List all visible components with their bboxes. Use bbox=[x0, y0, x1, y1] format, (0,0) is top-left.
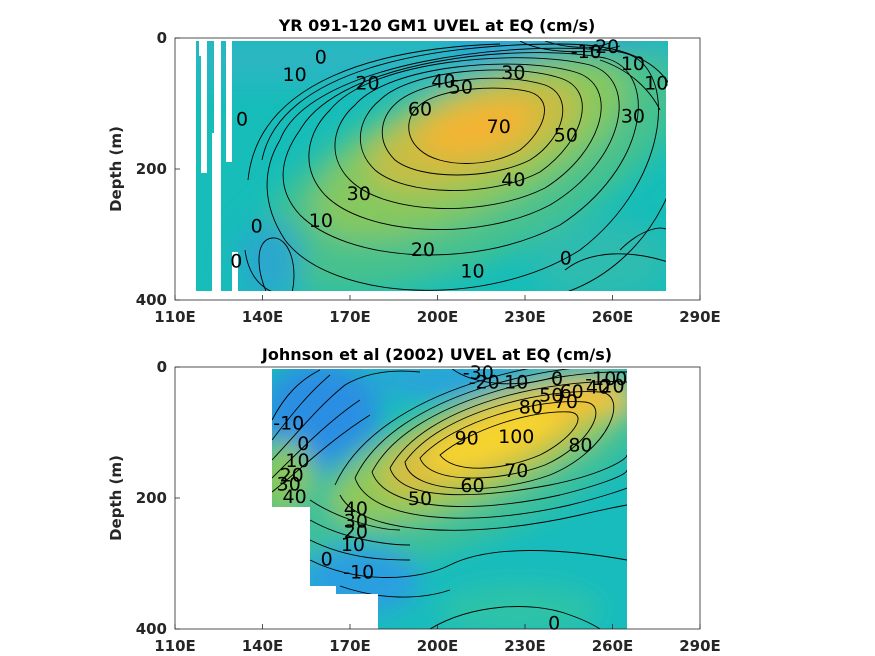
top-contour-label: 0 bbox=[251, 215, 263, 237]
bottom-y-tick-label: 0 bbox=[157, 358, 167, 376]
top-chart-title: YR 091-120 GM1 UVEL at EQ (cm/s) bbox=[278, 16, 596, 35]
bottom-contour-label: -30 bbox=[463, 362, 494, 384]
bottom-x-tick-label: 110E bbox=[154, 637, 196, 655]
bottom-x-tick-label: 290E bbox=[679, 637, 721, 655]
bottom-contour-label: 70 bbox=[504, 460, 528, 482]
bottom-contour-lines bbox=[272, 369, 627, 629]
bottom-contour-label: 40 bbox=[282, 486, 306, 508]
top-x-tick-label: 260E bbox=[592, 308, 634, 326]
bottom-contour-label: 20 bbox=[344, 521, 368, 543]
top-x-tick-label: 110E bbox=[154, 308, 196, 326]
bottom-contour-label: 90 bbox=[455, 428, 479, 450]
top-contour-label: 30 bbox=[347, 183, 371, 205]
top-contour-label: -20 bbox=[588, 36, 619, 58]
top-contour-label: 10 bbox=[644, 73, 668, 95]
bottom-contour-label: 50 bbox=[408, 488, 432, 510]
top-x-tick-label: 140E bbox=[242, 308, 284, 326]
top-y-axis-label: Depth (m) bbox=[107, 126, 125, 212]
bottom-contour-label: 60 bbox=[560, 381, 584, 403]
top-contour-label: 40 bbox=[501, 169, 525, 191]
bottom-contour-label: 50 bbox=[539, 385, 563, 407]
bottom-contour-label: 0 bbox=[615, 368, 627, 390]
top-x-tick-label: 230E bbox=[504, 308, 546, 326]
top-contour-label: 10 bbox=[282, 64, 306, 86]
top-contour-label: 0 bbox=[236, 109, 248, 131]
bottom-contour-label: 30 bbox=[344, 510, 368, 532]
bottom-contour-label: 10 bbox=[285, 450, 309, 472]
bottom-x-tick-label: 230E bbox=[504, 637, 546, 655]
bottom-contour-label: -10 bbox=[273, 413, 304, 435]
bottom-contour-label: 70 bbox=[554, 391, 578, 413]
top-contour-label: -10 bbox=[571, 41, 602, 63]
bottom-contour-label: 10 bbox=[341, 534, 365, 556]
bottom-y-axis: 0 200 400 bbox=[136, 358, 180, 638]
top-contour-label: 0 bbox=[230, 251, 242, 273]
bottom-contour-label: 20 bbox=[600, 375, 624, 397]
bottom-contour-label: 30 bbox=[277, 474, 301, 496]
bottom-x-axis: 110E 140E 170E 200E 230E 260E 290E bbox=[154, 624, 721, 655]
bottom-y-axis-label: Depth (m) bbox=[107, 455, 125, 541]
bottom-panel: Johnson et al (2002) UVEL at EQ (cm/s) bbox=[107, 345, 721, 655]
bottom-contour-label: 0 bbox=[297, 433, 309, 455]
bottom-contour-label: 0 bbox=[548, 612, 560, 634]
bottom-contour-label: 80 bbox=[568, 434, 592, 456]
bottom-contour-label: -10 bbox=[343, 561, 374, 583]
bottom-contour-label: 40 bbox=[344, 498, 368, 520]
bottom-contour-label: 80 bbox=[519, 396, 543, 418]
bottom-contour-label: -10 bbox=[585, 368, 616, 390]
bottom-contour-label: 20 bbox=[280, 464, 304, 486]
bottom-x-tick-label: 260E bbox=[592, 637, 634, 655]
bottom-contour-label: -20 bbox=[469, 371, 500, 393]
top-x-axis: 110E 140E 170E 200E 230E 260E 290E bbox=[154, 295, 721, 326]
top-contour-label: 50 bbox=[449, 76, 473, 98]
bottom-contour-label: 100 bbox=[498, 426, 534, 448]
bottom-contour-label: 60 bbox=[460, 475, 484, 497]
top-y-tick-label: 0 bbox=[157, 29, 167, 47]
top-contour-label: 20 bbox=[411, 239, 435, 261]
top-y-tick-label: 400 bbox=[136, 291, 167, 309]
bottom-contour-label: 40 bbox=[586, 377, 610, 399]
bottom-y-tick-label: 200 bbox=[136, 489, 167, 507]
bottom-y-tick-label: 400 bbox=[136, 620, 167, 638]
bottom-contour-label: 0 bbox=[321, 548, 333, 570]
top-x-tick-label: 200E bbox=[417, 308, 459, 326]
top-contour-label: 50 bbox=[554, 124, 578, 146]
top-contour-label: 30 bbox=[501, 62, 525, 84]
top-y-axis: 0 200 400 bbox=[136, 29, 180, 309]
top-contour-label: 0 bbox=[560, 247, 572, 269]
top-velocity-field bbox=[196, 41, 668, 291]
bottom-x-tick-label: 200E bbox=[417, 637, 459, 655]
top-y-tick-label: 200 bbox=[136, 160, 167, 178]
top-contour-label: 10 bbox=[621, 53, 645, 75]
top-contour-label: 30 bbox=[621, 105, 645, 127]
top-x-tick-label: 290E bbox=[679, 308, 721, 326]
top-contour-label: 70 bbox=[487, 116, 511, 138]
top-contour-label: 10 bbox=[309, 210, 333, 232]
bottom-x-tick-label: 140E bbox=[242, 637, 284, 655]
top-contour-label: 10 bbox=[460, 261, 484, 283]
top-contour-label: 40 bbox=[431, 71, 455, 93]
top-contour-label: 0 bbox=[315, 46, 327, 68]
top-contour-lines bbox=[244, 41, 668, 291]
bottom-chart-title: Johnson et al (2002) UVEL at EQ (cm/s) bbox=[261, 345, 612, 364]
bottom-x-tick-label: 170E bbox=[329, 637, 371, 655]
top-contour-label: 20 bbox=[355, 73, 379, 95]
top-panel: YR 091-120 GM1 UVEL at EQ (cm/s) bbox=[107, 16, 721, 326]
top-x-tick-label: 170E bbox=[329, 308, 371, 326]
top-contour-label: 60 bbox=[408, 99, 432, 121]
bottom-contour-label: 10 bbox=[504, 371, 528, 393]
bottom-contour-label: 0 bbox=[551, 368, 563, 390]
